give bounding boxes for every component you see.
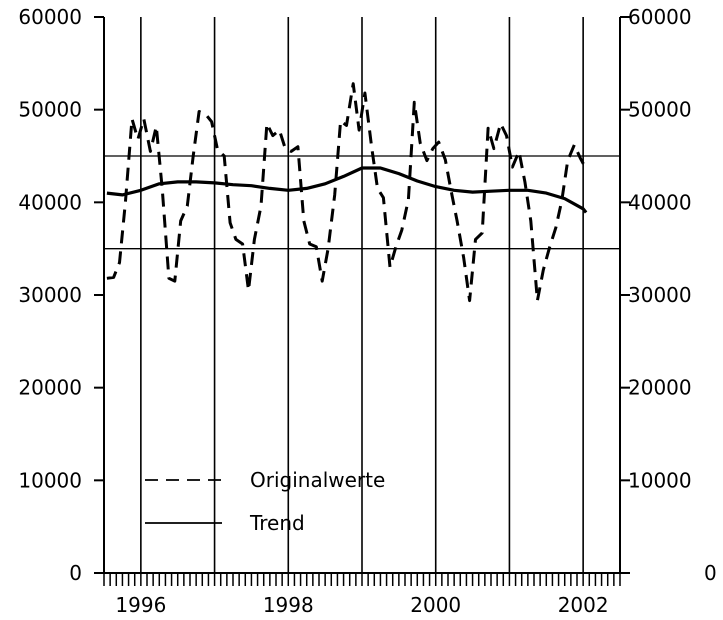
y-tick-label-right: 10000 (628, 468, 692, 492)
series-line-trend (106, 166, 588, 214)
y-tick-label-right: 40000 (628, 190, 692, 214)
y-tick-label-left: 10000 (18, 468, 82, 492)
legend-label: Trend (249, 511, 305, 535)
y-tick-label-right: 20000 (628, 376, 692, 400)
x-tick-label: 1998 (263, 593, 314, 617)
y-tick-label-left: 0 (69, 561, 82, 585)
y-tick-label-left: 40000 (18, 190, 82, 214)
data-series (106, 82, 588, 303)
legend: Originalwerte Trend (145, 468, 385, 535)
axis-ticks (94, 16, 630, 586)
y-tick-label-left: 50000 (18, 98, 82, 122)
y-tick-label-right: 50000 (628, 98, 692, 122)
tick-labels: 0 10000 20000 30000 40000 50000 60000 0 10000 200… (18, 5, 716, 617)
y-tick-label-right: 0 (704, 561, 717, 585)
x-tick-label: 1996 (115, 593, 166, 617)
y-tick-label-left: 20000 (18, 376, 82, 400)
x-tick-label: 2002 (558, 593, 609, 617)
y-tick-label-left: 60000 (18, 5, 82, 29)
y-tick-label-right: 30000 (628, 283, 692, 307)
legend-label: Originalwerte (250, 468, 385, 492)
x-tick-label: 2000 (410, 593, 461, 617)
y-tick-label-left: 30000 (18, 283, 82, 307)
series-line-originalwerte (106, 82, 588, 303)
y-tick-label-right: 60000 (628, 5, 692, 29)
